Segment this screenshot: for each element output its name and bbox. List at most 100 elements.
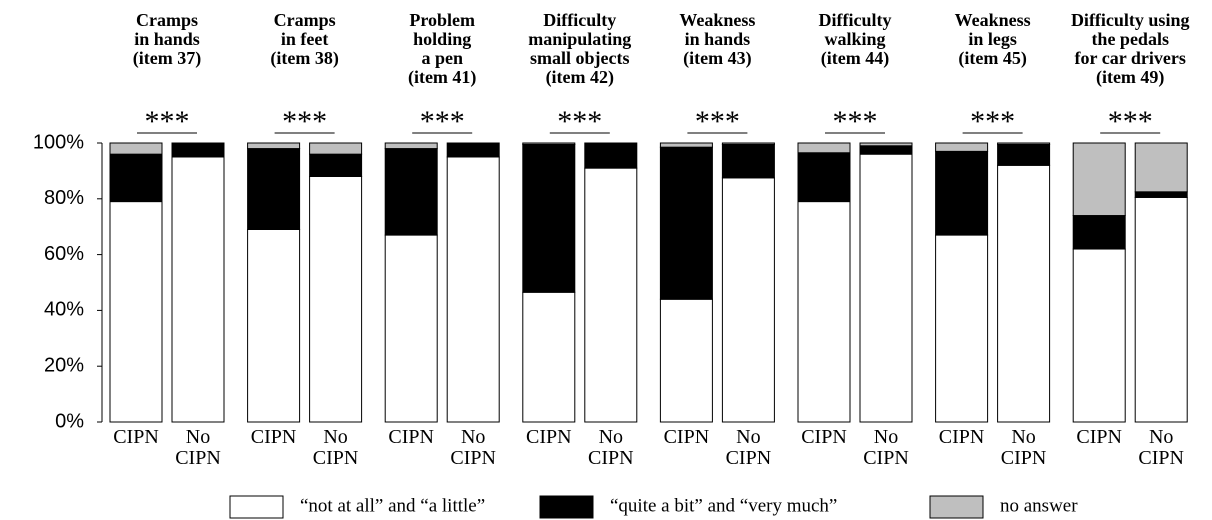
x-tick-label: CIPN <box>388 426 434 448</box>
bar-segment <box>935 234 989 423</box>
panel-title: (item 44) <box>821 48 889 69</box>
panel-title: holding <box>413 29 471 49</box>
bar-segment <box>859 145 913 155</box>
bar-segment <box>584 167 638 423</box>
bar-segment <box>446 156 500 423</box>
panel-title: in hands <box>134 29 200 49</box>
bar-segment <box>584 142 638 169</box>
bar-segment <box>859 153 913 423</box>
panel-title: Weakness <box>955 10 1031 30</box>
panel-title: in feet <box>281 29 328 49</box>
x-tick-label: CIPN <box>113 426 159 448</box>
bar-segment <box>659 142 713 148</box>
bar-segment <box>171 156 225 423</box>
panel-title: Cramps <box>274 10 336 30</box>
bar-segment <box>797 152 851 203</box>
legend-swatch <box>929 495 984 519</box>
y-tick-label: 60% <box>44 243 84 265</box>
bar-segment <box>1072 215 1126 250</box>
bar-segment <box>721 142 775 145</box>
bar-segment <box>446 142 500 158</box>
bar-segment <box>997 142 1051 145</box>
x-tick-label: No CIPN <box>1000 426 1047 469</box>
x-tick-label: CIPN <box>526 426 572 448</box>
x-tick-label: No CIPN <box>588 426 634 469</box>
legend-swatch <box>539 495 594 519</box>
bar-segment <box>522 142 576 145</box>
bar-segment <box>659 298 713 423</box>
panel-title: (item 42) <box>546 67 614 88</box>
panel-title: (item 41) <box>408 67 476 88</box>
bar-segment <box>384 234 438 423</box>
panel-title: (item 43) <box>683 48 751 69</box>
panel-title: a pen <box>421 48 463 68</box>
bar-segment <box>247 148 301 230</box>
bar-segment <box>1134 142 1188 193</box>
bar-segment <box>522 143 576 293</box>
significance: *** <box>420 105 465 138</box>
y-tick-label: 80% <box>44 187 84 209</box>
y-tick-label: 100% <box>33 131 84 153</box>
bar-segment <box>247 142 301 150</box>
bar-segment <box>109 142 163 155</box>
bar-segment <box>935 150 989 236</box>
significance: *** <box>970 105 1015 138</box>
bar-segment <box>935 142 989 152</box>
x-tick-label: No CIPN <box>725 426 772 469</box>
panel-title: the pedals <box>1091 29 1169 49</box>
bar-segment <box>721 143 775 179</box>
bar-segment <box>997 143 1051 166</box>
x-tick-label: No CIPN <box>863 426 909 469</box>
bar-segment <box>1134 191 1188 198</box>
significance: *** <box>557 105 602 138</box>
bar-segment <box>797 142 851 154</box>
bar-segment <box>1072 248 1126 423</box>
panel-title: small objects <box>530 48 629 68</box>
panel-title: Cramps <box>136 10 198 30</box>
panel-title: (item 38) <box>270 48 338 69</box>
bar-segment <box>309 175 363 423</box>
bar-segment <box>997 164 1051 423</box>
legend-swatch <box>229 495 284 519</box>
panel-title: in hands <box>685 29 751 49</box>
legend-label: “not at all” and “a little” <box>300 495 485 516</box>
panel-title: (item 45) <box>958 48 1026 69</box>
bar-segment <box>309 142 363 155</box>
panel-title: Difficulty <box>819 10 892 30</box>
significance: *** <box>695 105 740 138</box>
panel-title: for car drivers <box>1075 48 1186 68</box>
legend-label: no answer <box>1000 495 1078 516</box>
panel-title: manipulating <box>528 29 631 49</box>
panel-title: (item 49) <box>1096 67 1164 88</box>
x-tick-label: No CIPN <box>175 426 221 469</box>
panel-title: Difficulty using <box>1071 10 1190 30</box>
bar-segment <box>384 148 438 236</box>
x-tick-label: CIPN <box>938 426 985 448</box>
significance: *** <box>1108 105 1153 138</box>
x-tick-label: CIPN <box>250 426 297 448</box>
panel-title: walking <box>824 29 885 49</box>
bar-segment <box>171 142 225 158</box>
x-tick-label: No CIPN <box>450 426 496 469</box>
panel-title: Difficulty <box>543 10 616 30</box>
y-tick-label: 0% <box>55 410 84 432</box>
x-tick-label: CIPN <box>801 426 847 448</box>
bar-segment <box>1072 142 1126 217</box>
bar-segment <box>109 153 163 203</box>
bar-segment <box>859 142 913 147</box>
panel-title: in legs <box>968 29 1017 49</box>
x-tick-label: CIPN <box>1076 426 1122 448</box>
y-tick-label: 40% <box>44 299 84 321</box>
bar-segment <box>1134 196 1188 423</box>
significance: *** <box>145 105 190 138</box>
bar-segment <box>309 153 363 177</box>
x-tick-label: No CIPN <box>1138 426 1184 469</box>
bar-segment <box>247 228 301 423</box>
bar-segment <box>659 146 713 300</box>
significance: *** <box>282 105 327 138</box>
bar-segment <box>797 201 851 423</box>
legend-label: “quite a bit” and “very much” <box>610 495 837 516</box>
bar-segment <box>384 142 438 150</box>
